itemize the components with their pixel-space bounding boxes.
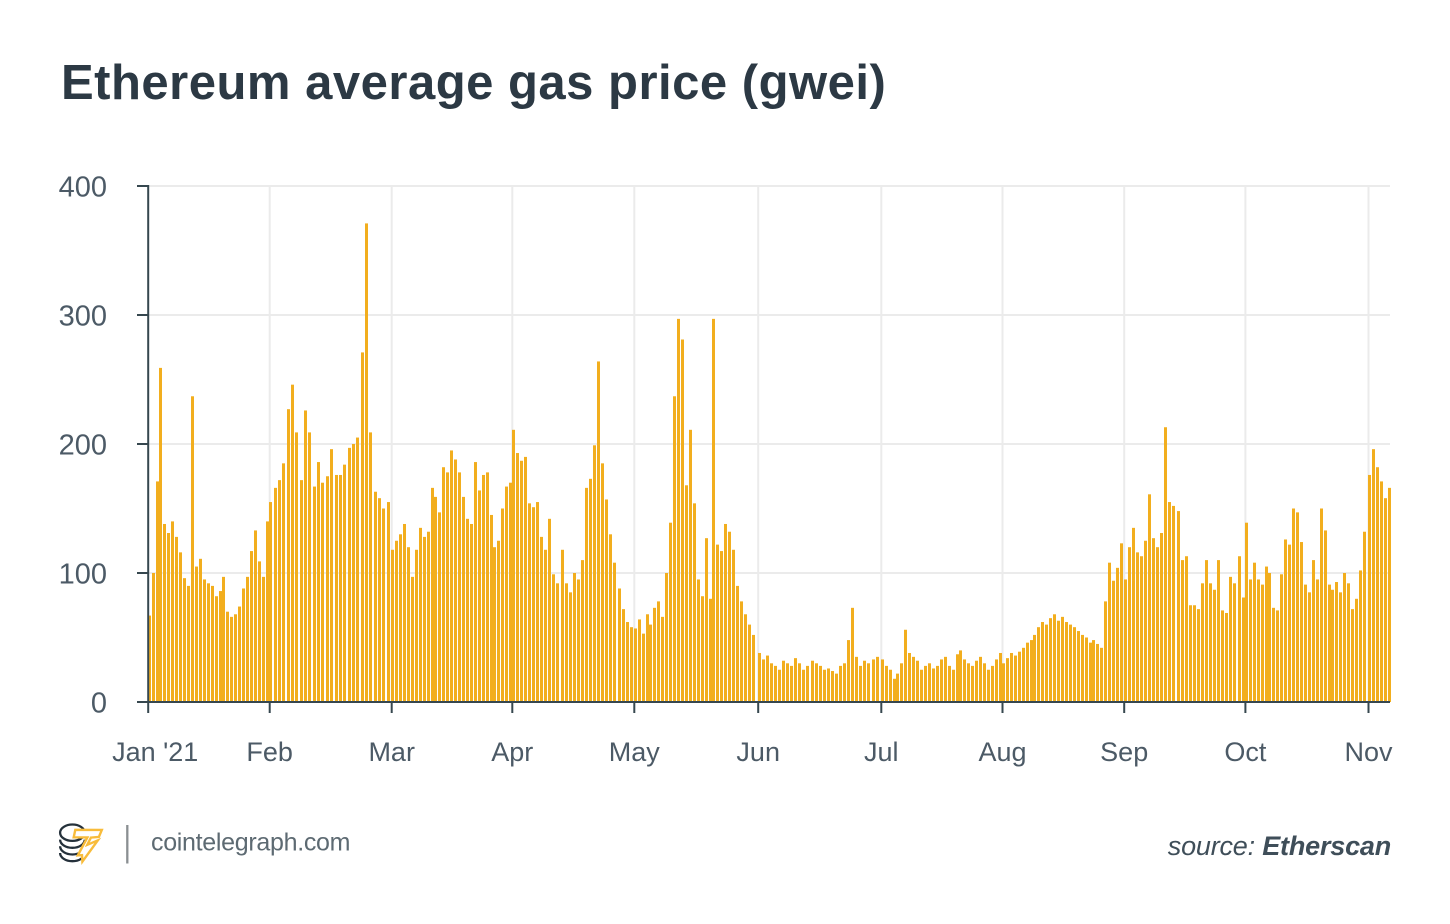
svg-text:Aug: Aug — [978, 737, 1026, 767]
svg-text:Sep: Sep — [1100, 737, 1148, 767]
svg-text:Apr: Apr — [491, 737, 533, 767]
svg-text:Mar: Mar — [368, 737, 415, 767]
svg-text:Jul: Jul — [864, 737, 899, 767]
svg-text:200: 200 — [59, 430, 107, 462]
svg-text:cointelegraph.com: cointelegraph.com — [151, 829, 350, 857]
svg-text:Jan '21: Jan '21 — [112, 737, 198, 767]
svg-text:Ethereum average gas price (gw: Ethereum average gas price (gwei) — [61, 56, 886, 110]
svg-text:Nov: Nov — [1344, 737, 1393, 767]
svg-text:100: 100 — [59, 559, 107, 591]
svg-text:Feb: Feb — [246, 737, 293, 767]
svg-text:400: 400 — [59, 172, 107, 204]
svg-text:0: 0 — [91, 688, 107, 720]
svg-text:Oct: Oct — [1224, 737, 1267, 767]
svg-text:Jun: Jun — [736, 737, 780, 767]
svg-text:300: 300 — [59, 301, 107, 333]
svg-text:source: Etherscan: source: Etherscan — [1168, 831, 1391, 861]
svg-text:May: May — [609, 737, 661, 767]
